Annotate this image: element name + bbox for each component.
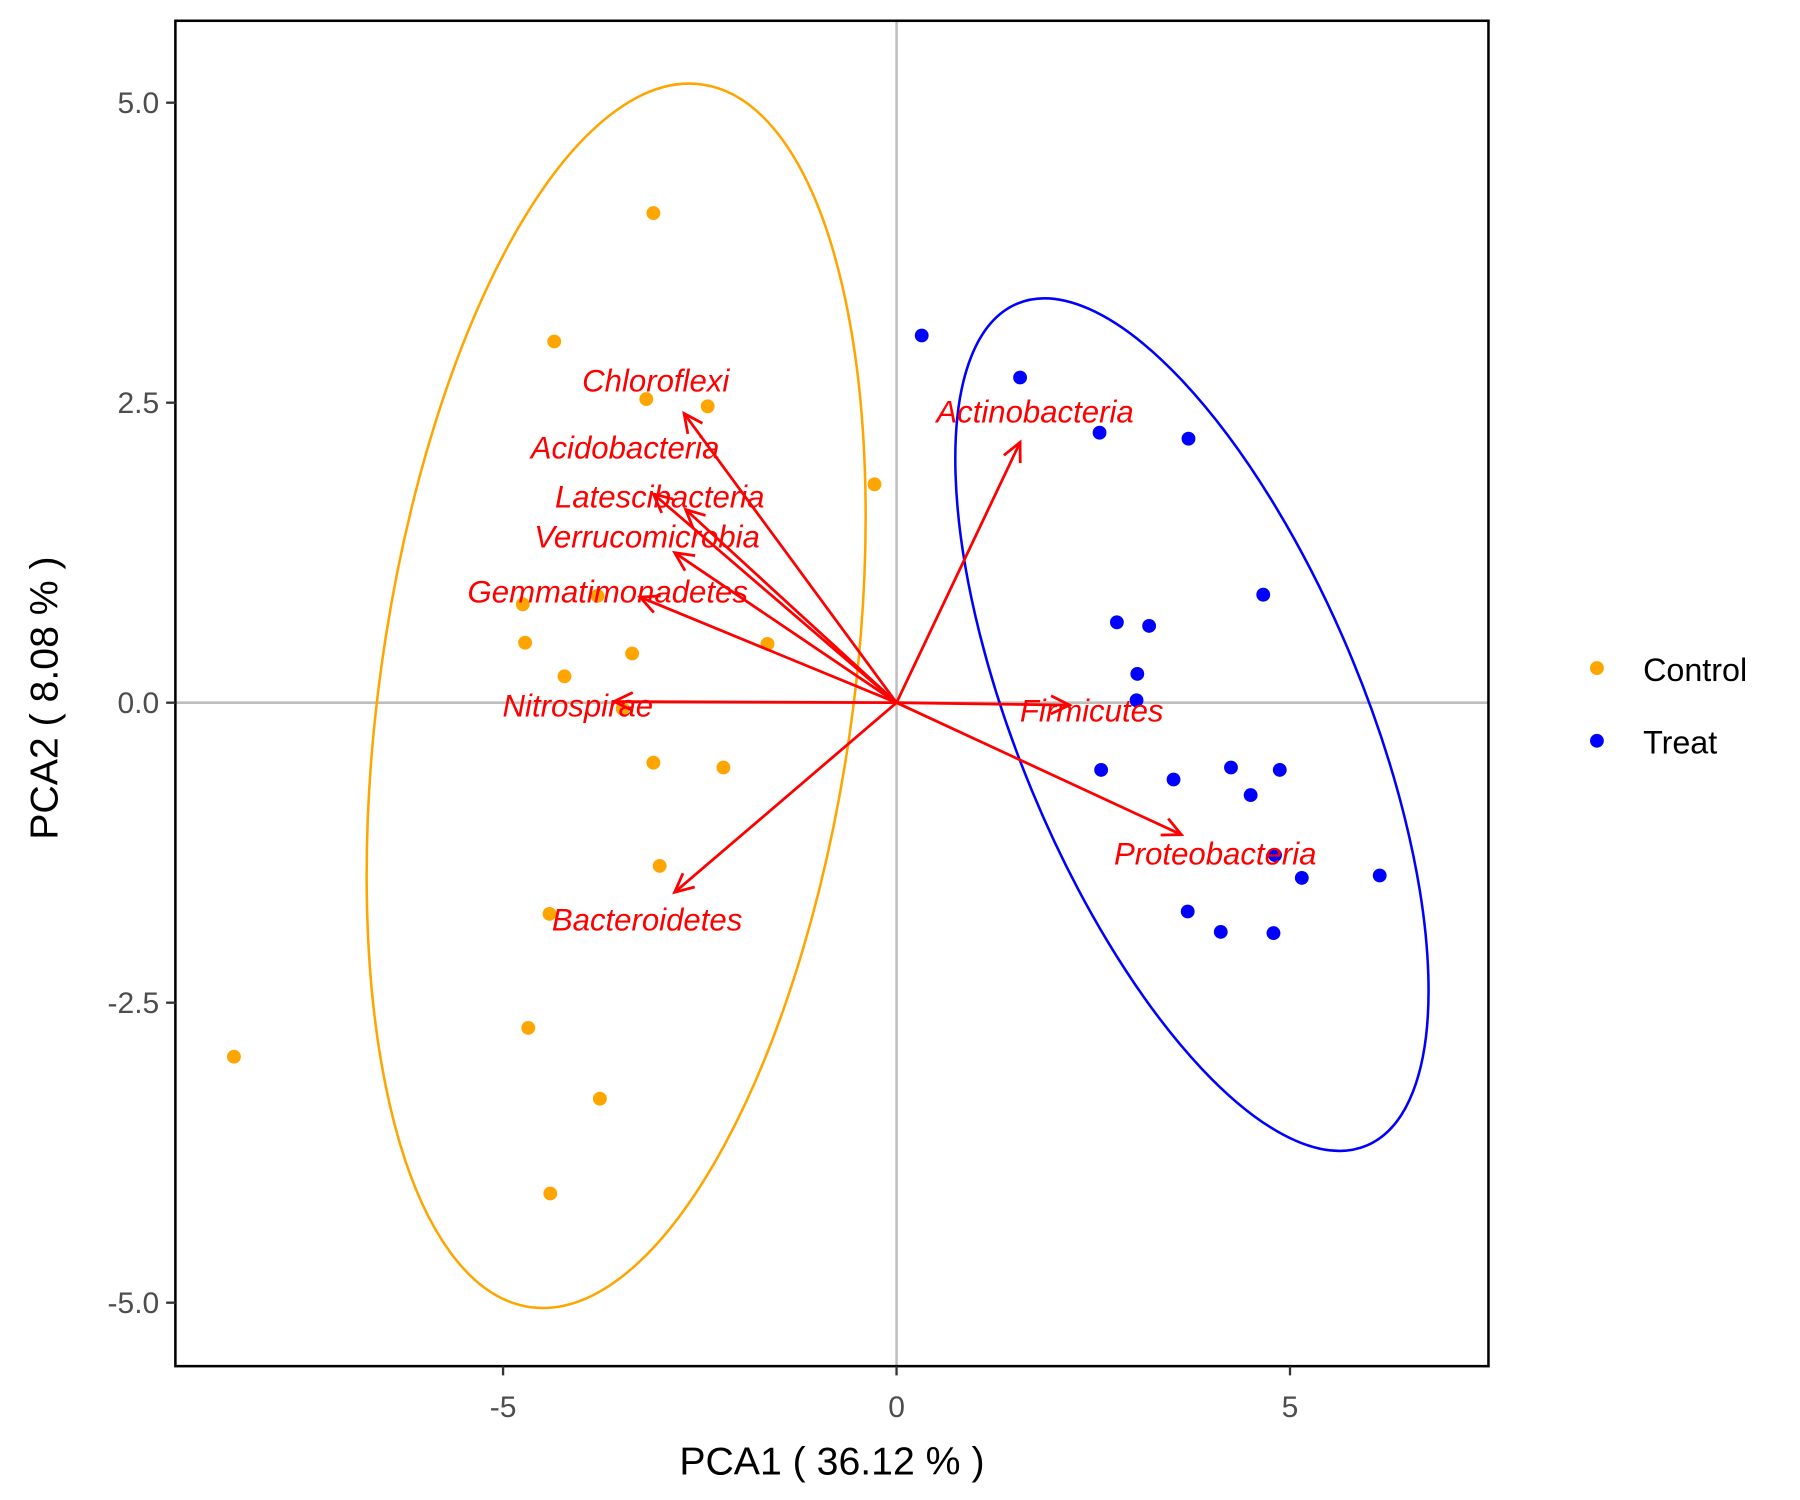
loading-arrow-bacteroidetes xyxy=(673,701,898,894)
arrow-head-proteobacteria xyxy=(1160,817,1185,837)
arrow-head-firmicutes xyxy=(1050,694,1073,716)
point-treat xyxy=(1129,693,1144,708)
arrow-head-nitrospirae xyxy=(610,691,634,712)
point-control xyxy=(518,635,533,650)
point-treat xyxy=(1224,760,1238,775)
point-control xyxy=(639,392,654,407)
loading-arrow-acidobacteria xyxy=(652,492,898,704)
x-tick-label: -5 xyxy=(490,1391,517,1424)
loading-label-acidobacteria: Acidobacteria xyxy=(529,430,720,465)
point-control xyxy=(646,755,661,770)
point-control xyxy=(592,1091,607,1106)
loading-arrow-gemmatimonadetes xyxy=(639,595,898,704)
loading-arrow-proteobacteria xyxy=(895,701,1182,836)
loading-label-bacteroidetes: Bacteroidetes xyxy=(552,902,742,937)
arrow-head-chloroflexi xyxy=(682,410,704,435)
loading-label-latescibacteria: Latescibacteria xyxy=(555,480,764,515)
loading-label-firmicutes: Firmicutes xyxy=(1020,693,1164,728)
point-control xyxy=(547,334,562,349)
point-treat xyxy=(1166,772,1181,787)
arrow-head-verrucomicrobia xyxy=(671,550,696,572)
legend: Control Treat xyxy=(1590,652,1747,760)
point-treat xyxy=(1256,587,1271,602)
point-control xyxy=(542,906,557,921)
point-treat xyxy=(1181,431,1196,446)
point-treat xyxy=(1142,618,1157,633)
point-control xyxy=(700,399,715,414)
point-control xyxy=(557,669,572,684)
point-control xyxy=(543,1186,558,1201)
point-treat xyxy=(1213,924,1228,939)
legend-label-treat: Treat xyxy=(1643,724,1717,760)
point-treat xyxy=(1372,868,1387,883)
loading-arrow-chloroflexi xyxy=(682,412,898,704)
arrow-head-actinobacteria xyxy=(1003,439,1022,464)
loading-arrow-nitrospirae xyxy=(614,700,897,705)
point-control xyxy=(652,858,667,873)
y-tick-label: -5.0 xyxy=(108,1287,160,1320)
loading-arrow-latescibacteria xyxy=(684,508,898,704)
point-control xyxy=(227,1049,241,1064)
loading-label-nitrospirae: Nitrospirae xyxy=(503,689,654,724)
y-tick-label: 2.5 xyxy=(118,387,160,420)
loading-label-proteobacteria: Proteobacteria xyxy=(1114,836,1317,871)
point-treat xyxy=(1013,370,1028,385)
point-control xyxy=(867,477,882,492)
point-treat xyxy=(1268,848,1282,863)
x-tick-label: 0 xyxy=(888,1391,905,1424)
arrow-head-bacteroidetes xyxy=(672,872,696,895)
legend-label-control: Control xyxy=(1643,652,1747,688)
loading-arrow-firmicutes xyxy=(896,701,1070,707)
legend-key-control xyxy=(1590,661,1604,675)
plot-panel: Chloroflexi Acidobacteria Latescibacteria V… xyxy=(175,20,1489,1367)
point-treat xyxy=(1272,762,1287,777)
x-axis-title: PCA1 ( 36.12 % ) xyxy=(679,1440,984,1484)
point-control xyxy=(515,597,530,612)
arrow-head-acidobacteria xyxy=(650,491,674,514)
arrow-head-latescibacteria xyxy=(683,507,706,530)
panel-border xyxy=(174,19,1490,1368)
y-tick-label: -2.5 xyxy=(108,987,160,1020)
y-tick-label: 0.0 xyxy=(118,687,160,720)
point-treat xyxy=(914,328,929,343)
y-axis-title: PCA2 ( 8.08 % ) xyxy=(23,556,67,839)
point-treat xyxy=(1180,904,1195,919)
point-control xyxy=(625,646,640,661)
point-control xyxy=(646,206,661,221)
point-treat xyxy=(1266,926,1281,941)
point-treat xyxy=(1243,788,1258,803)
ellipse-control xyxy=(365,82,867,1310)
point-treat xyxy=(1109,615,1124,630)
point-control xyxy=(716,760,731,775)
arrow-head-gemmatimonadetes xyxy=(637,594,661,614)
y-tick-label: 5.0 xyxy=(118,87,160,120)
loading-label-actinobacteria: Actinobacteria xyxy=(934,395,1133,430)
loading-label-chloroflexi: Chloroflexi xyxy=(582,363,730,398)
legend-key-treat xyxy=(1590,733,1604,748)
loading-arrow-actinobacteria xyxy=(895,441,1022,704)
point-treat xyxy=(1092,425,1107,440)
point-control xyxy=(590,588,605,603)
loading-arrow-verrucomicrobia xyxy=(673,551,898,704)
point-treat xyxy=(1130,666,1145,681)
point-treat xyxy=(1294,870,1309,885)
ellipse-treat xyxy=(954,297,1430,1153)
x-tick-label: 5 xyxy=(1282,1391,1299,1424)
loading-label-verrucomicrobia: Verrucomicrobia xyxy=(534,519,760,554)
point-treat xyxy=(1094,762,1109,777)
loading-label-gemmatimonadetes: Gemmatimonadetes xyxy=(468,575,748,610)
point-control xyxy=(521,1020,536,1035)
